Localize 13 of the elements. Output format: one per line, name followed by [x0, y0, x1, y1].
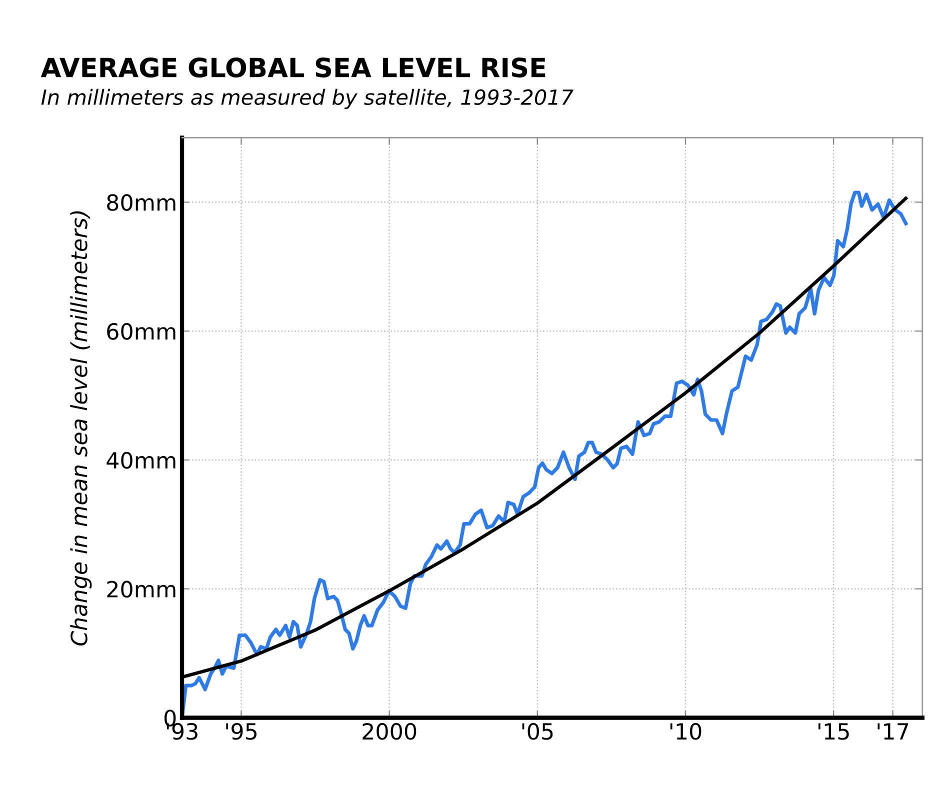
x-tick-label: '15 — [818, 723, 849, 740]
y-axis-title: Change in mean sea level (millimeters) — [70, 211, 92, 646]
x-tick-label: '10 — [670, 722, 702, 740]
y-tick-label: 80mm — [107, 194, 176, 211]
y-tick-label: 20mm — [107, 580, 176, 598]
y-tick-label: 60mm — [107, 323, 176, 340]
chart-title: AVERAGE GLOBAL SEA LEVEL RISE — [40, 58, 546, 78]
x-tick-label: '17 — [878, 723, 908, 740]
y-tick-label: 40mm — [106, 452, 176, 469]
x-tick-label: 2000 — [362, 722, 416, 740]
x-tick-label: '95 — [226, 722, 256, 740]
x-tick-label: '05 — [522, 722, 553, 740]
chart-subtitle: In millimeters as measured by satellite, 1993-2017 — [41, 88, 574, 110]
